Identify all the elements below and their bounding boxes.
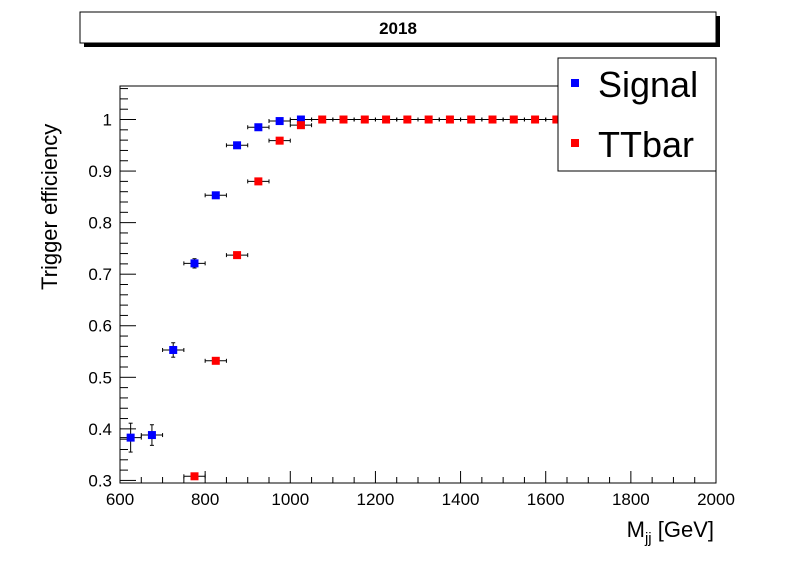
data-point <box>233 141 242 150</box>
legend-marker-ttbar <box>571 139 579 147</box>
data-point <box>190 259 199 268</box>
data-point <box>254 177 263 186</box>
legend: Signal TTbar <box>557 57 717 172</box>
y-tick-label: 0.7 <box>88 265 112 284</box>
legend-label-ttbar: TTbar <box>598 124 694 165</box>
y-tick-label: 0.4 <box>88 420 112 439</box>
y-tick-label: 1 <box>103 111 112 130</box>
x-axis-title-unit: [GeV] <box>652 517 714 542</box>
series-ttbar <box>183 115 568 481</box>
data-point <box>254 123 263 132</box>
x-tick-label: 600 <box>106 490 134 509</box>
x-axis-title-sub: jj <box>644 530 652 547</box>
data-point <box>275 136 284 145</box>
data-point <box>509 115 518 124</box>
x-tick-label: 2000 <box>697 490 735 509</box>
legend-label-signal: Signal <box>598 64 698 105</box>
data-points <box>119 115 568 481</box>
data-point <box>275 117 284 126</box>
data-point <box>169 345 178 354</box>
x-tick-label: 1600 <box>527 490 565 509</box>
data-point <box>147 431 156 440</box>
data-point <box>403 115 412 124</box>
data-point <box>360 115 369 124</box>
series-signal <box>119 115 313 453</box>
data-point <box>445 115 454 124</box>
x-tick-label: 1800 <box>612 490 650 509</box>
data-point <box>318 115 327 124</box>
chart-title: 2018 <box>379 19 417 38</box>
y-tick-label: 0.5 <box>88 368 112 387</box>
data-point <box>190 472 199 481</box>
x-tick-label: 1200 <box>357 490 395 509</box>
x-tick-label: 800 <box>191 490 219 509</box>
data-point <box>339 115 348 124</box>
data-point <box>382 115 391 124</box>
data-point <box>488 115 497 124</box>
data-point <box>211 356 220 365</box>
x-tick-label: 1400 <box>442 490 480 509</box>
data-point <box>233 251 242 260</box>
x-axis-title-main: M <box>627 517 645 542</box>
y-tick-label: 0.6 <box>88 317 112 336</box>
y-axis: 0.3 0.4 0.5 0.6 0.7 0.8 0.9 1 <box>88 88 136 490</box>
data-point <box>531 115 540 124</box>
data-point <box>296 115 305 124</box>
data-point <box>424 115 433 124</box>
x-axis: 600 800 1000 1200 1400 1600 1800 2000 <box>106 471 735 509</box>
x-axis-title: Mjj [GeV] <box>627 517 714 547</box>
y-tick-label: 0.8 <box>88 214 112 233</box>
title-box: 2018 <box>79 11 720 47</box>
data-point <box>467 115 476 124</box>
x-tick-label: 1000 <box>271 490 309 509</box>
data-point <box>552 115 561 124</box>
y-tick-label: 0.9 <box>88 162 112 181</box>
legend-marker-signal <box>571 79 579 87</box>
data-point <box>296 121 305 130</box>
data-point <box>211 191 220 200</box>
y-tick-label: 0.3 <box>88 471 112 490</box>
data-point <box>126 433 135 442</box>
y-axis-title: Trigger efficiency <box>37 124 62 290</box>
